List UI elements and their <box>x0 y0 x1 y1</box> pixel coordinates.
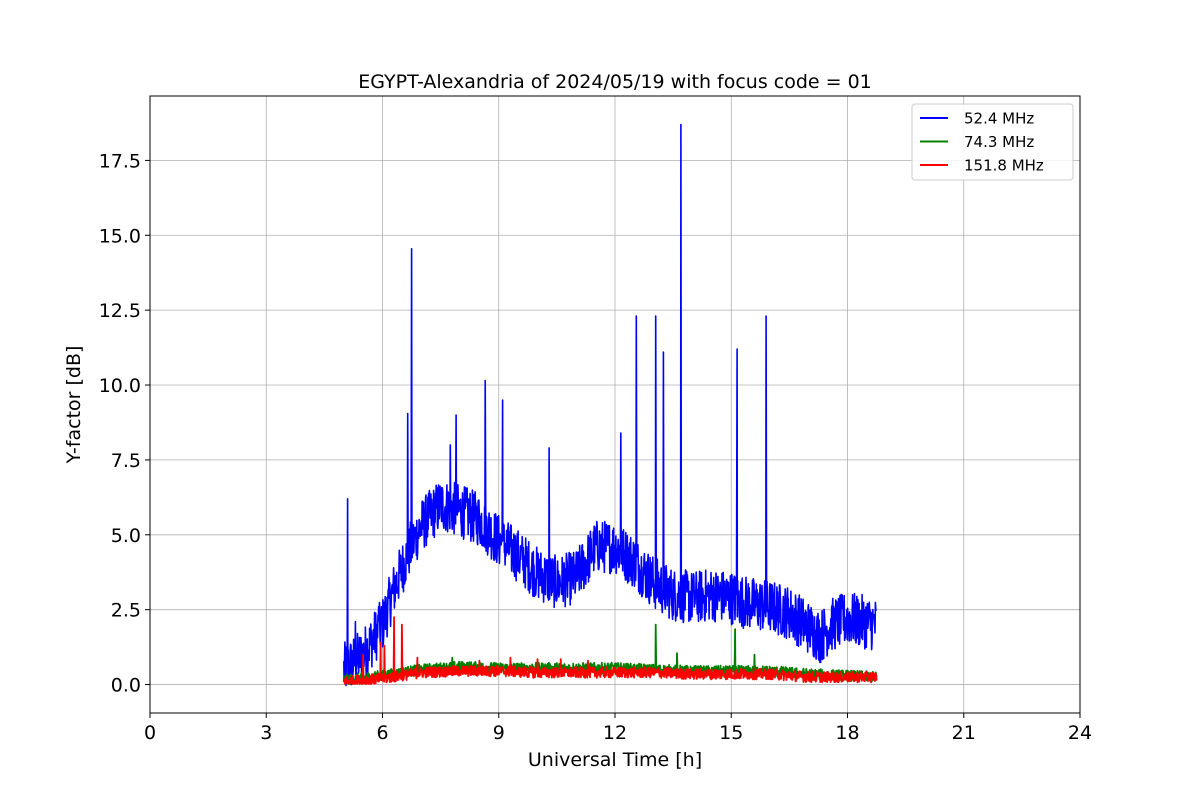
y-tick-label: 15.0 <box>99 225 141 247</box>
series-line-52_4-MHz <box>343 123 878 687</box>
x-tick-label: 9 <box>493 722 505 744</box>
x-tick-label: 3 <box>260 722 272 744</box>
chart-title: EGYPT-Alexandria of 2024/05/19 with focu… <box>358 71 872 93</box>
y-tick-label: 10.0 <box>99 375 141 397</box>
y-tick-label: 7.5 <box>111 450 141 472</box>
y-tick-label: 2.5 <box>111 600 141 622</box>
x-tick-label: 15 <box>719 722 743 744</box>
series-line-151_8-MHz <box>343 616 878 685</box>
x-tick-label: 0 <box>144 722 156 744</box>
legend: 52.4 MHz 74.3 MHz 151.8 MHz <box>911 103 1074 181</box>
legend-label: 74.3 MHz <box>964 133 1034 151</box>
legend-box <box>911 103 1074 181</box>
legend-label: 151.8 MHz <box>964 157 1044 175</box>
x-tick-label: 21 <box>952 722 976 744</box>
y-tick-label: 0.0 <box>111 675 141 697</box>
x-tick-label: 18 <box>835 722 859 744</box>
x-axis-label: Universal Time [h] <box>528 749 702 771</box>
plot-series <box>342 123 878 687</box>
y-axis-label: Y-factor [dB] <box>63 346 85 465</box>
y-tick-label: 12.5 <box>99 300 141 322</box>
x-tick-label: 12 <box>603 722 627 744</box>
axis-ticks: 0 3 6 9 12 15 18 21 24 0.0 2.5 5.0 7.5 10.0 12.5 15.0 17… <box>99 150 1092 744</box>
x-tick-label: 6 <box>376 722 388 744</box>
y-tick-label: 17.5 <box>99 150 141 172</box>
legend-label: 52.4 MHz <box>964 110 1034 128</box>
x-tick-label: 24 <box>1068 722 1092 744</box>
y-tick-label: 5.0 <box>111 525 141 547</box>
